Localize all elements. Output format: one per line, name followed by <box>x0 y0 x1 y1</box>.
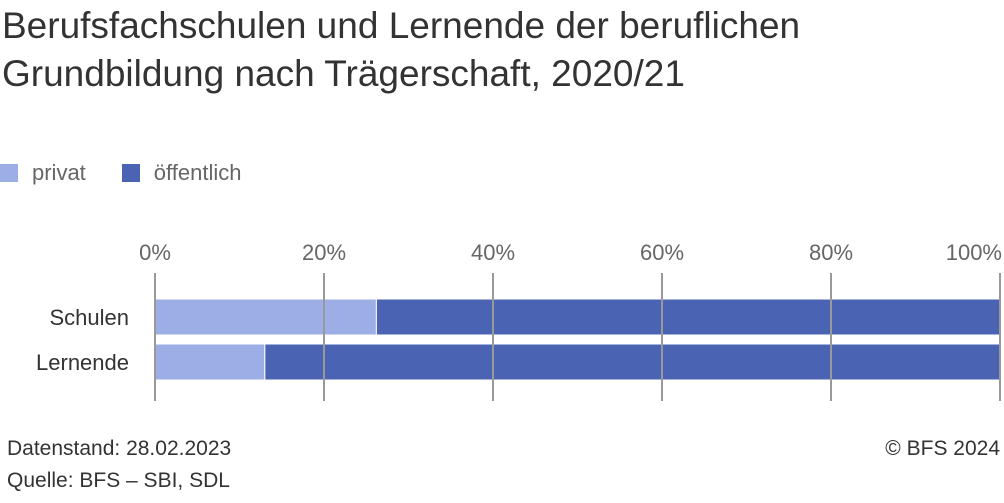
tick-label-0: 0% <box>139 240 171 265</box>
tick-label-20: 20% <box>302 240 346 265</box>
legend: privat öffentlich <box>0 158 277 188</box>
legend-swatch-privat <box>0 164 18 182</box>
tick-label-100: 100% <box>946 240 1002 265</box>
bar-schulen-privat <box>154 298 377 336</box>
legend-item-privat: privat <box>0 160 86 186</box>
bar-schulen-oeffentlich <box>375 298 1001 336</box>
footer-left: Datenstand: 28.02.2023 Quelle: BFS – SBI… <box>7 433 231 497</box>
bar-chart: Schulen Lernende 0% 20% 40% 60% 80% 100% <box>36 240 1002 401</box>
data-status: Datenstand: 28.02.2023 <box>7 437 232 460</box>
bar-lernende-oeffentlich <box>264 343 1001 381</box>
legend-swatch-oeffentlich <box>121 164 140 182</box>
category-label-schulen: Schulen <box>49 305 129 330</box>
tick-label-80: 80% <box>809 240 853 265</box>
tick-label-60: 60% <box>640 240 684 265</box>
chart-title: Berufsfachschulen und Lernende der beruf… <box>2 5 801 94</box>
tick-label-40: 40% <box>471 240 515 265</box>
legend-label-oeffentlich: öffentlich <box>153 160 242 185</box>
copyright: © BFS 2024 <box>885 437 1000 460</box>
legend-item-oeffentlich: öffentlich <box>121 160 242 186</box>
category-label-lernende: Lernende <box>36 350 129 375</box>
legend-label-privat: privat <box>32 160 86 185</box>
source: Quelle: BFS – SBI, SDL <box>7 469 230 492</box>
bar-lernende-privat <box>154 343 266 381</box>
